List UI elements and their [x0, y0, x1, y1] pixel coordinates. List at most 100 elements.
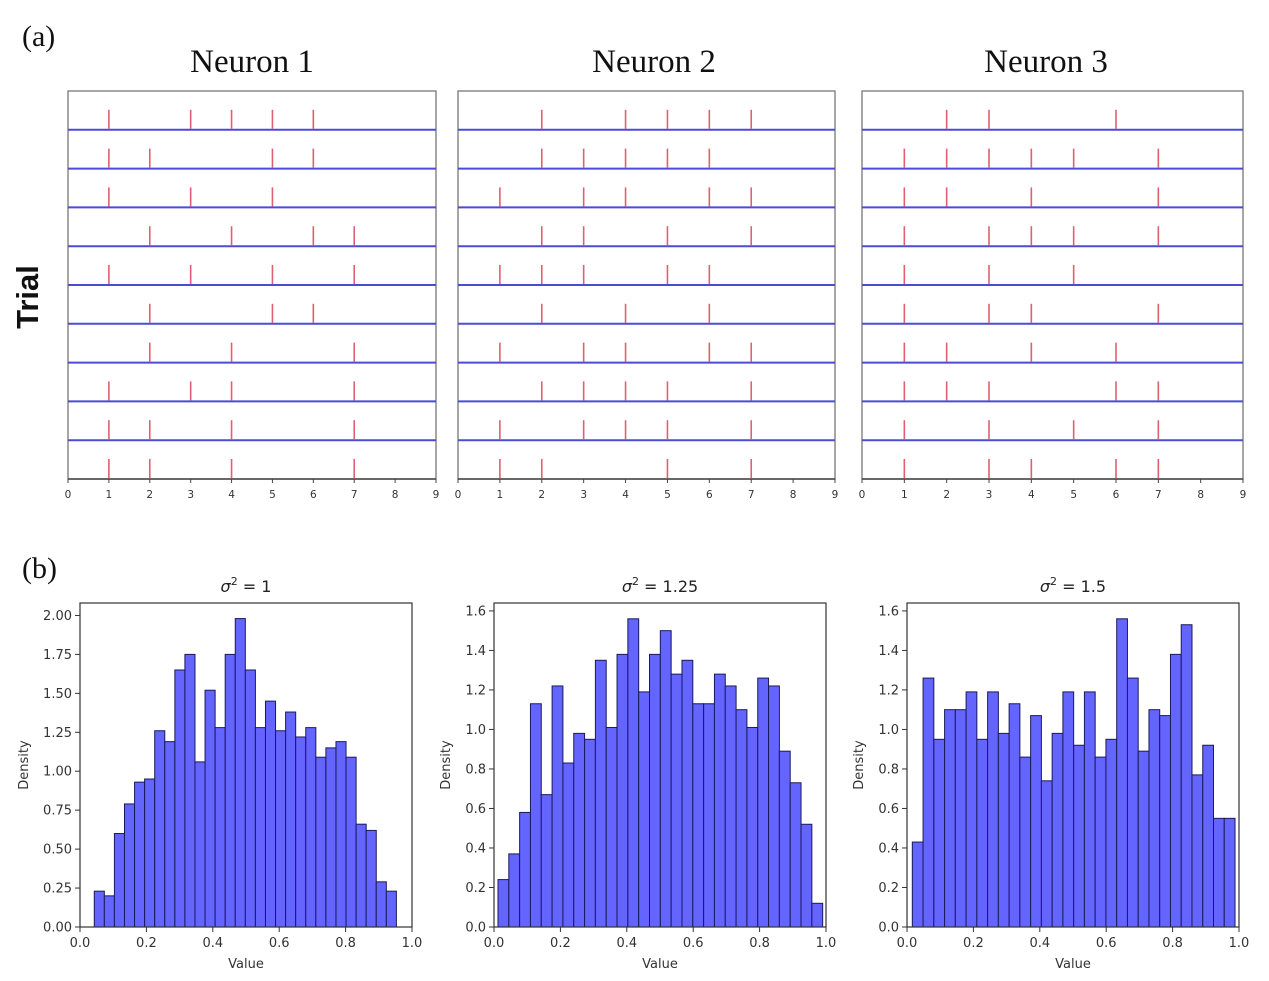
x-tick-label: 0.0: [70, 936, 91, 951]
histogram-bar: [1116, 618, 1128, 928]
y-tick-label: 2.00: [43, 609, 72, 624]
histogram-bar: [551, 685, 564, 928]
raster-title: Neuron 3: [984, 44, 1108, 80]
x-tick-label: 0.8: [1162, 936, 1183, 951]
histogram-bar: [375, 881, 387, 928]
y-tick-label: 0.4: [465, 841, 486, 856]
x-axis-label: Value: [642, 957, 678, 972]
histogram-bar: [933, 738, 946, 928]
histogram-bar: [113, 833, 125, 928]
histogram-bar: [154, 730, 166, 928]
x-tick-label: 6: [706, 489, 713, 501]
y-axis-label: Density: [439, 740, 454, 790]
y-tick-label: 0.2: [878, 881, 899, 896]
histogram-bar: [1148, 709, 1161, 928]
histogram-bar: [735, 709, 748, 928]
x-tick-label: 1.0: [402, 936, 423, 951]
histogram-sigma2-1-25: σ2 = 1.25 0.0 0.2 0.4 0.6 0.8 1.0 0.0 0.2 0.4 0.6…: [439, 575, 836, 972]
histogram-bar: [757, 677, 770, 928]
x-tick-label: 0.4: [616, 936, 637, 951]
histogram-bar: [746, 726, 759, 928]
histogram-bar: [295, 736, 307, 928]
y-tick-label: 0.25: [43, 882, 72, 897]
histogram-bar: [1030, 715, 1042, 928]
raster-plot-neuron-1: Neuron 1 0 1 2 3 4 5 6 7 8 9: [65, 44, 440, 501]
histogram-bar: [174, 669, 186, 928]
x-tick-label: 1: [497, 489, 504, 501]
x-tick-label: 0.0: [484, 936, 505, 951]
x-tick-label: 0.2: [963, 936, 984, 951]
histogram-bar: [194, 761, 206, 928]
x-tick-label: 4: [622, 489, 629, 501]
histogram-bar: [811, 902, 824, 928]
raster-y-axis-label: Trial: [10, 265, 45, 329]
histogram-bar: [365, 829, 377, 928]
histogram-bar: [93, 890, 105, 928]
histogram-bar: [713, 673, 726, 928]
y-tick-label: 0.4: [878, 841, 899, 856]
histogram-bar: [768, 685, 780, 928]
histogram-bar: [529, 703, 542, 928]
x-axis-label: Value: [228, 957, 264, 972]
histogram-bar: [649, 653, 661, 928]
x-tick-label: 1: [901, 489, 908, 501]
histogram-bar: [1051, 732, 1064, 928]
histogram-bar: [385, 890, 397, 928]
histogram-bar: [355, 823, 367, 928]
y-tick-label: 1.0: [465, 723, 486, 738]
title-rest: = 1.5: [1057, 577, 1106, 596]
histogram-bar: [692, 703, 705, 928]
histogram-bar: [1180, 624, 1193, 928]
histogram-bar: [670, 673, 683, 928]
histogram-marks: 0.0 0.2 0.4 0.6 0.8 1.0 0.0 0.2 0.4 0.6 0.8 1.0 1.2 1…: [878, 602, 1249, 951]
x-tick-label: 0.6: [683, 936, 704, 951]
histogram-bar: [103, 895, 115, 928]
x-tick-label: 0.4: [1029, 936, 1050, 951]
x-tick-label: 6: [310, 489, 317, 501]
histogram-bar: [1073, 744, 1085, 928]
histogram-bar: [976, 738, 989, 928]
title-rest: = 1: [238, 577, 272, 596]
y-tick-label: 1.2: [465, 683, 486, 698]
y-tick-label: 0.50: [43, 843, 72, 858]
x-tick-label: 3: [580, 489, 587, 501]
title-superscript: 2: [632, 575, 639, 588]
x-tick-label: 4: [1028, 489, 1035, 501]
histogram-bar: [264, 700, 277, 928]
histogram-bar: [144, 778, 156, 928]
x-tick-label: 7: [351, 489, 358, 501]
histogram-title: σ2 = 1: [221, 575, 272, 596]
axes-frame: [79, 602, 413, 928]
histogram-bar: [497, 879, 510, 928]
y-tick-label: 1.0: [878, 723, 899, 738]
histogram-bar: [1019, 756, 1032, 928]
x-tick-label: 5: [269, 489, 276, 501]
raster-marks: 0 1 2 3 4 5 6 7 8 9: [859, 90, 1246, 501]
histogram-bar: [204, 689, 216, 928]
x-tick-label: 2: [943, 489, 950, 501]
axes-frame: [906, 602, 1240, 928]
y-tick-label: 1.00: [43, 765, 72, 780]
x-tick-label: 9: [433, 489, 440, 501]
histogram-bar: [1169, 653, 1182, 928]
histogram-sigma2-1-5: σ2 = 1.5 0.0 0.2 0.4 0.6 0.8 1.00.00.20.40.60…: [852, 575, 1249, 972]
histogram-bar: [1126, 677, 1139, 928]
raster-plot-neuron-2: Neuron 2 0 1 2 3 4 5 6 7 8 9: [455, 44, 839, 501]
x-tick-label: 8: [790, 489, 797, 501]
histogram-bar: [285, 711, 297, 928]
x-tick-label: 0: [65, 489, 72, 501]
histogram-bar: [594, 659, 607, 928]
histogram-bar: [800, 823, 813, 928]
y-tick-label: 1.75: [43, 648, 72, 663]
histogram-marks: 0.0 0.2 0.4 0.6 0.8 1.0 0.0 0.2 0.4 0.6 0.8 1.0 1.2 1…: [465, 602, 836, 951]
x-tick-label: 9: [832, 489, 839, 501]
histogram-bar: [911, 841, 924, 928]
histogram-bar: [325, 747, 337, 928]
y-tick-label: 0.0: [465, 921, 486, 936]
title-sigma: σ: [622, 577, 633, 596]
raster-marks: 0 1 2 3 4 5 6 7 8 9: [455, 90, 839, 501]
histogram-bar: [922, 677, 935, 928]
y-tick-label: 0.0: [878, 921, 899, 936]
panel-b-label: (b): [22, 552, 57, 585]
